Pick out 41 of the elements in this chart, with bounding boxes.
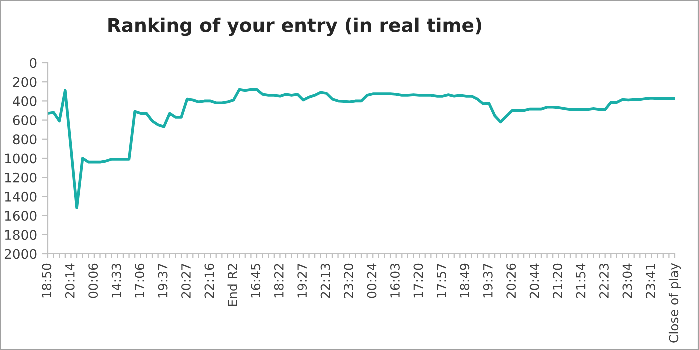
x-tick-label: 19:37 (483, 264, 493, 298)
x-tick-label: 16:45 (251, 264, 261, 298)
y-tick-label: 600 (13, 116, 37, 126)
line-series (48, 88, 675, 210)
y-tick-label: 1400 (5, 192, 37, 202)
x-tick-label: 18:22 (274, 264, 284, 298)
y-tick-label: 1200 (5, 172, 37, 183)
x-tick-label: 00:06 (88, 264, 98, 298)
y-tick-label: 1800 (5, 230, 37, 240)
x-tick-label: 23:20 (344, 264, 354, 298)
x-tick-label: 19:27 (298, 264, 308, 298)
x-tick-label: 19:37 (158, 264, 168, 298)
x-tick-label: 14:33 (112, 264, 122, 298)
x-tick-label: 18:50 (42, 264, 52, 298)
x-tick-label: 23:41 (646, 264, 656, 298)
x-tick-label: 16:03 (390, 264, 400, 298)
x-tick-label: 20:14 (65, 264, 75, 298)
x-tick-label: End R2 (228, 264, 238, 306)
x-tick-label: 21:20 (553, 264, 563, 298)
x-tick-label: 22:23 (600, 264, 609, 298)
x-tick-label: 00:24 (367, 264, 377, 298)
y-tick-label: 1000 (5, 154, 37, 164)
x-tick-label: 23:04 (622, 264, 632, 298)
x-tick-label: 21:54 (576, 264, 586, 298)
y-tick-label: 0 (30, 58, 37, 68)
y-tick-label: 800 (13, 134, 37, 145)
x-tick-label: 20:44 (530, 264, 540, 298)
y-tick-label: 2000 (4, 249, 37, 260)
y-tick-label: 200 (13, 77, 37, 88)
x-tick-label: 18:49 (460, 264, 470, 298)
y-tick-label: 1600 (5, 211, 37, 221)
chart-title: Ranking of your entry (in real time) (108, 18, 482, 36)
y-tick-label: 400 (13, 96, 37, 106)
x-tick-label: 17:06 (135, 264, 145, 298)
x-tick-label: 20:26 (506, 264, 516, 298)
x-tick-label: 17:20 (414, 264, 424, 298)
x-tick-label: 22:13 (320, 264, 330, 298)
x-tick-label: 17:57 (437, 264, 446, 298)
x-tick-label: 20:27 (182, 264, 191, 298)
x-tick-label: 22:16 (204, 264, 214, 298)
x-tick-label: Close of play (668, 263, 682, 343)
